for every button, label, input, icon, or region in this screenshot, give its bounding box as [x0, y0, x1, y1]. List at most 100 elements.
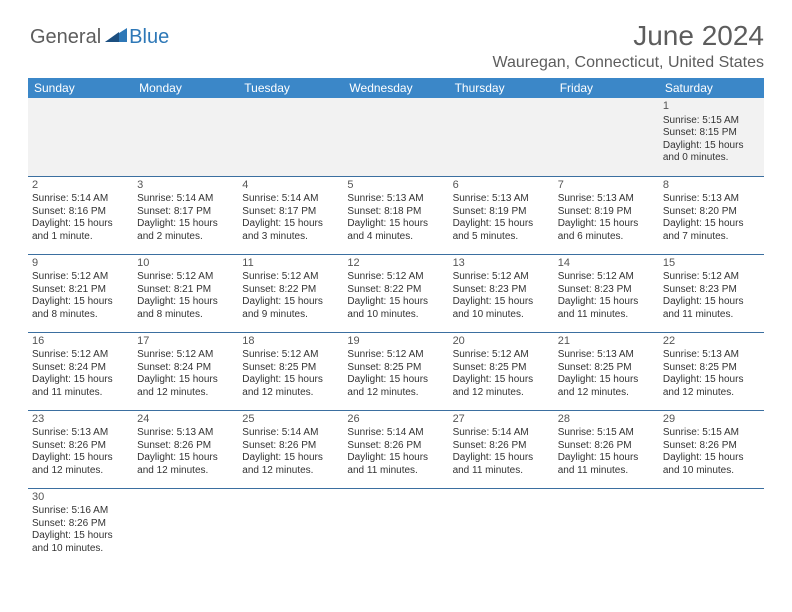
daylight-text: and 11 minutes. — [558, 465, 655, 478]
sunrise-text: Sunrise: 5:14 AM — [453, 427, 550, 440]
sunset-text: Sunset: 8:25 PM — [347, 362, 444, 375]
sunset-text: Sunset: 8:25 PM — [453, 362, 550, 375]
sunset-text: Sunset: 8:26 PM — [242, 440, 339, 453]
sunrise-text: Sunrise: 5:12 AM — [137, 349, 234, 362]
sunrise-text: Sunrise: 5:13 AM — [347, 193, 444, 206]
sunset-text: Sunset: 8:19 PM — [453, 206, 550, 219]
daylight-text: and 12 minutes. — [242, 387, 339, 400]
sunrise-text: Sunrise: 5:13 AM — [32, 427, 129, 440]
daylight-text: Daylight: 15 hours — [558, 296, 655, 309]
day-number: 26 — [347, 413, 444, 427]
daylight-text: and 10 minutes. — [347, 309, 444, 322]
day-number: 5 — [347, 179, 444, 193]
daylight-text: Daylight: 15 hours — [453, 452, 550, 465]
sunrise-text: Sunrise: 5:13 AM — [453, 193, 550, 206]
daylight-text: Daylight: 15 hours — [558, 218, 655, 231]
calendar-day-cell: 16Sunrise: 5:12 AMSunset: 8:24 PMDayligh… — [28, 332, 133, 410]
daylight-text: and 8 minutes. — [32, 309, 129, 322]
sunset-text: Sunset: 8:15 PM — [663, 127, 760, 140]
calendar-week-row: 16Sunrise: 5:12 AMSunset: 8:24 PMDayligh… — [28, 332, 764, 410]
day-number: 1 — [663, 100, 760, 114]
calendar-day-cell: 11Sunrise: 5:12 AMSunset: 8:22 PMDayligh… — [238, 254, 343, 332]
sunset-text: Sunset: 8:17 PM — [242, 206, 339, 219]
day-number: 9 — [32, 257, 129, 271]
day-number: 8 — [663, 179, 760, 193]
daylight-text: and 12 minutes. — [32, 465, 129, 478]
sunrise-text: Sunrise: 5:12 AM — [137, 271, 234, 284]
calendar-day-cell: 29Sunrise: 5:15 AMSunset: 8:26 PMDayligh… — [659, 410, 764, 488]
daylight-text: and 11 minutes. — [32, 387, 129, 400]
sunset-text: Sunset: 8:16 PM — [32, 206, 129, 219]
sunrise-text: Sunrise: 5:13 AM — [137, 427, 234, 440]
daylight-text: and 10 minutes. — [663, 465, 760, 478]
day-number: 14 — [558, 257, 655, 271]
sunset-text: Sunset: 8:26 PM — [32, 518, 129, 531]
daylight-text: and 11 minutes. — [347, 465, 444, 478]
sunset-text: Sunset: 8:22 PM — [242, 284, 339, 297]
daylight-text: and 11 minutes. — [663, 309, 760, 322]
sunset-text: Sunset: 8:26 PM — [32, 440, 129, 453]
day-number: 30 — [32, 491, 129, 505]
calendar-day-cell — [238, 488, 343, 566]
calendar-day-cell: 22Sunrise: 5:13 AMSunset: 8:25 PMDayligh… — [659, 332, 764, 410]
sunrise-text: Sunrise: 5:14 AM — [137, 193, 234, 206]
daylight-text: Daylight: 15 hours — [242, 218, 339, 231]
sunrise-text: Sunrise: 5:12 AM — [242, 349, 339, 362]
sunrise-text: Sunrise: 5:16 AM — [32, 505, 129, 518]
day-number: 16 — [32, 335, 129, 349]
calendar-day-cell: 5Sunrise: 5:13 AMSunset: 8:18 PMDaylight… — [343, 176, 448, 254]
day-number: 27 — [453, 413, 550, 427]
sunset-text: Sunset: 8:26 PM — [137, 440, 234, 453]
sunrise-text: Sunrise: 5:13 AM — [558, 349, 655, 362]
daylight-text: and 11 minutes. — [558, 309, 655, 322]
daylight-text: Daylight: 15 hours — [663, 218, 760, 231]
calendar-day-cell: 25Sunrise: 5:14 AMSunset: 8:26 PMDayligh… — [238, 410, 343, 488]
calendar-header-row: Sunday Monday Tuesday Wednesday Thursday… — [28, 78, 764, 98]
daylight-text: Daylight: 15 hours — [32, 374, 129, 387]
day-number: 21 — [558, 335, 655, 349]
sunrise-text: Sunrise: 5:15 AM — [558, 427, 655, 440]
sunrise-text: Sunrise: 5:12 AM — [558, 271, 655, 284]
sunset-text: Sunset: 8:19 PM — [558, 206, 655, 219]
sunset-text: Sunset: 8:26 PM — [558, 440, 655, 453]
sunset-text: Sunset: 8:25 PM — [663, 362, 760, 375]
sunset-text: Sunset: 8:17 PM — [137, 206, 234, 219]
daylight-text: and 5 minutes. — [453, 231, 550, 244]
calendar-day-cell — [238, 98, 343, 176]
sunrise-text: Sunrise: 5:12 AM — [32, 271, 129, 284]
day-header: Wednesday — [343, 78, 448, 98]
sunset-text: Sunset: 8:20 PM — [663, 206, 760, 219]
calendar-week-row: 1Sunrise: 5:15 AMSunset: 8:15 PMDaylight… — [28, 98, 764, 176]
daylight-text: Daylight: 15 hours — [242, 374, 339, 387]
sunset-text: Sunset: 8:23 PM — [663, 284, 760, 297]
daylight-text: and 0 minutes. — [663, 152, 760, 165]
calendar-day-cell: 26Sunrise: 5:14 AMSunset: 8:26 PMDayligh… — [343, 410, 448, 488]
calendar-day-cell: 20Sunrise: 5:12 AMSunset: 8:25 PMDayligh… — [449, 332, 554, 410]
day-number: 13 — [453, 257, 550, 271]
logo-text-general: General — [30, 26, 101, 49]
daylight-text: Daylight: 15 hours — [347, 374, 444, 387]
daylight-text: and 10 minutes. — [32, 543, 129, 556]
daylight-text: Daylight: 15 hours — [663, 140, 760, 153]
daylight-text: and 12 minutes. — [453, 387, 550, 400]
daylight-text: Daylight: 15 hours — [137, 452, 234, 465]
day-number: 18 — [242, 335, 339, 349]
calendar-day-cell: 30Sunrise: 5:16 AMSunset: 8:26 PMDayligh… — [28, 488, 133, 566]
logo-text-blue: Blue — [129, 26, 169, 49]
calendar-day-cell: 24Sunrise: 5:13 AMSunset: 8:26 PMDayligh… — [133, 410, 238, 488]
day-number: 6 — [453, 179, 550, 193]
daylight-text: Daylight: 15 hours — [453, 374, 550, 387]
day-number: 17 — [137, 335, 234, 349]
daylight-text: Daylight: 15 hours — [137, 218, 234, 231]
sunset-text: Sunset: 8:24 PM — [137, 362, 234, 375]
day-number: 19 — [347, 335, 444, 349]
calendar-day-cell — [554, 488, 659, 566]
daylight-text: and 12 minutes. — [347, 387, 444, 400]
sunset-text: Sunset: 8:25 PM — [242, 362, 339, 375]
daylight-text: and 2 minutes. — [137, 231, 234, 244]
calendar-week-row: 30Sunrise: 5:16 AMSunset: 8:26 PMDayligh… — [28, 488, 764, 566]
calendar-day-cell — [133, 98, 238, 176]
calendar-day-cell — [343, 98, 448, 176]
logo: General Blue — [30, 26, 169, 49]
day-number: 7 — [558, 179, 655, 193]
